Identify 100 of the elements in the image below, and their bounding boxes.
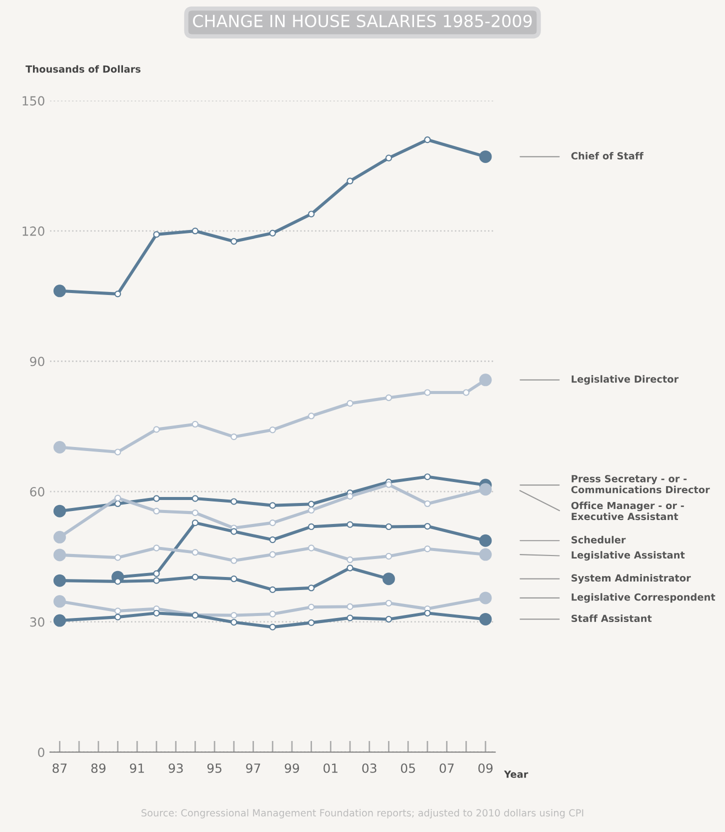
- point: [385, 552, 392, 560]
- point: [114, 500, 122, 508]
- point: [269, 610, 276, 618]
- text: Scheduler: [572, 536, 626, 544]
- point: [269, 586, 276, 594]
- point: [230, 557, 238, 564]
- point: [230, 433, 238, 440]
- y-tick-label: 120: [22, 226, 44, 236]
- point: [269, 502, 276, 509]
- point: [308, 604, 315, 610]
- x-tick-label: 03: [362, 763, 376, 773]
- y-axis-title: Thousands of Dollars: [26, 65, 140, 73]
- y-tick-label: 0: [38, 748, 44, 758]
- x-tick-label: 97: [246, 763, 260, 773]
- point: [424, 136, 431, 144]
- point: [230, 238, 238, 245]
- point: [308, 619, 315, 626]
- point: [308, 506, 315, 514]
- point: [230, 612, 238, 619]
- point: [192, 228, 199, 234]
- point: [153, 610, 160, 616]
- point: [346, 178, 354, 184]
- text: Chief of Staff: [571, 152, 644, 160]
- point: [308, 500, 315, 508]
- point: [192, 495, 199, 502]
- point: [385, 481, 392, 488]
- point: [385, 616, 392, 623]
- point: [192, 549, 199, 556]
- point: [153, 544, 160, 552]
- x-tick-label: 99: [284, 763, 300, 773]
- point: [269, 519, 276, 526]
- text: Office Manager - or - Executive Assistant: [571, 502, 684, 520]
- point: [308, 210, 315, 218]
- point: [114, 578, 122, 585]
- point: [153, 570, 160, 577]
- point: [192, 509, 199, 516]
- point: [153, 426, 160, 433]
- point: [385, 154, 392, 162]
- x-tick-label: 91: [130, 763, 144, 773]
- point: [346, 492, 354, 500]
- point: [308, 544, 315, 552]
- point: [269, 536, 276, 544]
- point: [424, 389, 431, 396]
- point: [269, 551, 276, 558]
- point: [346, 614, 354, 622]
- point: [114, 448, 122, 456]
- source-note: Source: Congressional Management Foundation reports; adjusted to 2010 dollars using CPI: [142, 808, 584, 818]
- point: [424, 500, 431, 508]
- point: [269, 624, 276, 630]
- point: [230, 618, 238, 626]
- point: [385, 394, 392, 402]
- text: Press Secretary - or - Communications Director: [571, 474, 710, 494]
- x-tick-label: 05: [400, 763, 415, 773]
- point: [385, 523, 392, 530]
- chart-title: CHANGE IN HOUSE SALARIES 1985-2009: [193, 14, 532, 28]
- point: [153, 231, 160, 238]
- x-tick-label: 95: [207, 763, 222, 773]
- point: [114, 494, 122, 502]
- point: [424, 522, 431, 530]
- x-tick-label: 01: [324, 763, 338, 773]
- x-tick-label: 89: [91, 763, 106, 773]
- text: Legislative Correspondent: [572, 593, 716, 603]
- y-tick-label: 30: [30, 617, 44, 627]
- point: [230, 498, 238, 505]
- x-tick-label: 87: [52, 763, 67, 773]
- point: [230, 576, 238, 582]
- point: [153, 495, 160, 502]
- x-tick-label: 07: [440, 763, 454, 773]
- point: [269, 426, 276, 434]
- x-axis-title: Year: [504, 770, 528, 778]
- point: [153, 577, 160, 584]
- point: [424, 473, 431, 480]
- point: [385, 600, 392, 606]
- point: [424, 546, 431, 552]
- text: Legislative Assistant: [572, 551, 685, 561]
- text: Legislative Director: [572, 375, 679, 385]
- y-tick-label: 150: [22, 96, 44, 106]
- point: [192, 519, 199, 526]
- point: [308, 523, 315, 530]
- point: [230, 528, 238, 535]
- y-tick-label: 60: [30, 487, 44, 496]
- point: [269, 230, 276, 236]
- point: [192, 574, 199, 580]
- point: [153, 508, 160, 514]
- point: [114, 290, 122, 298]
- point: [424, 610, 431, 616]
- point: [462, 389, 470, 396]
- text: Staff Assistant: [572, 614, 652, 622]
- point: [346, 603, 354, 610]
- point: [114, 608, 122, 614]
- point: [346, 521, 354, 528]
- point: [308, 412, 315, 420]
- point: [114, 614, 122, 620]
- point: [192, 420, 199, 428]
- y-tick-label: 90: [30, 356, 44, 366]
- x-tick-label: 09: [478, 763, 493, 773]
- point: [346, 400, 354, 407]
- point: [114, 554, 122, 561]
- point: [346, 564, 354, 572]
- text: System Administrator: [572, 574, 691, 584]
